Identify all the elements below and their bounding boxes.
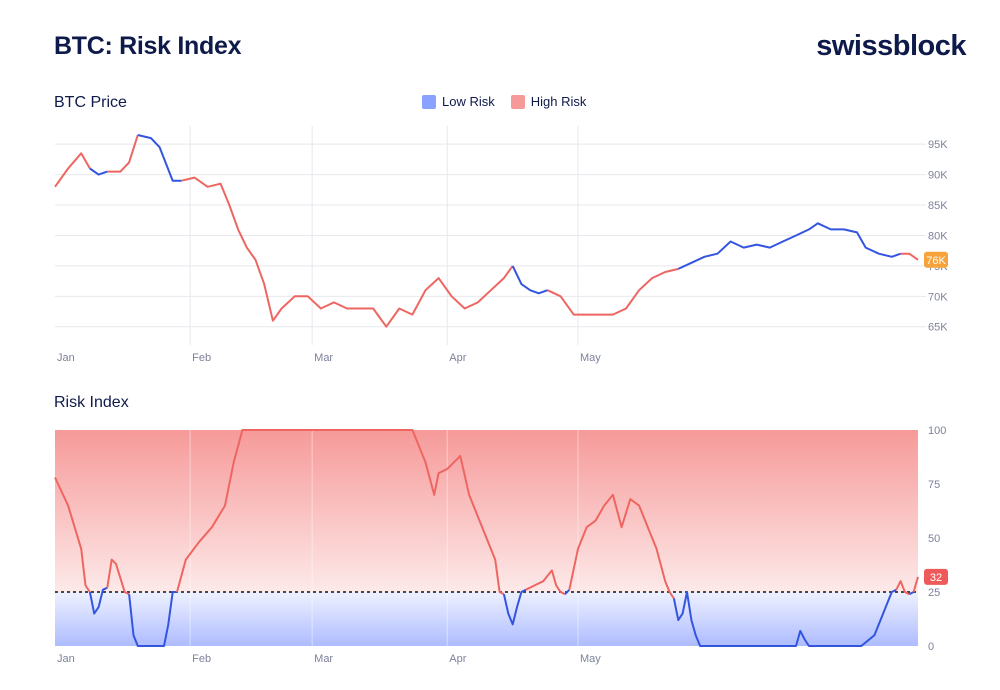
risk-chart-title: Risk Index xyxy=(54,394,129,411)
y-tick-65K: 65K xyxy=(928,322,948,334)
x-tick-may: May xyxy=(580,653,601,665)
y-tick-100: 100 xyxy=(928,425,946,437)
price-series-segment-5 xyxy=(511,265,548,295)
x-tick-jan: Jan xyxy=(57,352,75,364)
price-last-value-badge xyxy=(924,251,948,268)
low-risk-zone xyxy=(55,592,918,646)
risk-series-segment-10 xyxy=(895,580,910,596)
price-series-segment-2 xyxy=(107,134,139,173)
risk-series-segment-12 xyxy=(912,576,919,593)
x-tick-mar: Mar xyxy=(314,352,333,364)
y-tick-85K: 85K xyxy=(928,200,948,212)
price-chart: 65K70K75K80K85K90K95KJanFebMarAprMay76K xyxy=(54,126,948,364)
price-series-segment-6 xyxy=(547,267,679,316)
price-series-segment-7 xyxy=(677,222,901,270)
risk-series-segment-2 xyxy=(106,558,130,596)
page-title: BTC: Risk Index xyxy=(54,32,242,60)
price-series-segment-1 xyxy=(89,167,108,176)
risk-last-value-label: 32 xyxy=(930,572,942,584)
risk-series-segment-3 xyxy=(128,591,177,647)
x-tick-jan: Jan xyxy=(57,653,75,665)
price-series-segment-3 xyxy=(137,134,182,182)
x-tick-may: May xyxy=(580,352,601,364)
legend-item-high-risk: High Risk xyxy=(510,94,587,109)
legend-label-high: High Risk xyxy=(530,94,587,109)
y-tick-95K: 95K xyxy=(928,139,948,151)
brand-logo: swissblock xyxy=(816,30,966,62)
price-chart-title: BTC Price xyxy=(54,94,127,111)
risk-series-segment-9 xyxy=(672,588,897,647)
price-series-segment-4 xyxy=(181,176,514,328)
risk-last-value-badge xyxy=(924,568,948,585)
high-risk-zone xyxy=(55,430,918,592)
risk-series-segment-8 xyxy=(568,493,675,600)
legend-swatch-low xyxy=(422,94,436,109)
x-tick-apr: Apr xyxy=(449,653,466,665)
risk-series-segment-0 xyxy=(54,477,91,593)
risk-series-segment-11 xyxy=(908,591,915,596)
x-tick-feb: Feb xyxy=(192,352,211,364)
risk-series-segment-1 xyxy=(88,586,108,615)
y-tick-70K: 70K xyxy=(928,291,948,303)
risk-series-segment-6 xyxy=(525,569,566,596)
price-last-value-label: 76K xyxy=(926,255,946,267)
price-series-segment-8 xyxy=(900,252,919,261)
y-tick-75: 75 xyxy=(928,479,940,491)
price-series-segment-0 xyxy=(54,152,91,188)
y-tick-0: 0 xyxy=(928,641,934,653)
risk-series-segment-4 xyxy=(176,429,505,596)
risk-series-segment-5 xyxy=(502,588,527,626)
risk-chart: 0 25 50 75 100 Jan Feb Mar Apr May 32 xyxy=(54,424,948,665)
legend-swatch-high xyxy=(510,94,525,109)
y-tick-25: 25 xyxy=(928,587,940,599)
x-tick-apr: Apr xyxy=(449,352,466,364)
legend: Low Risk High Risk xyxy=(422,94,586,109)
legend-label-low: Low Risk xyxy=(442,94,495,109)
legend-item-low-risk: Low Risk xyxy=(422,94,495,109)
y-tick-90K: 90K xyxy=(928,170,948,182)
y-tick-80K: 80K xyxy=(928,230,948,242)
x-tick-mar: Mar xyxy=(314,653,333,665)
x-tick-feb: Feb xyxy=(192,653,211,665)
y-tick-50: 50 xyxy=(928,533,940,545)
risk-series-segment-7 xyxy=(564,589,571,595)
